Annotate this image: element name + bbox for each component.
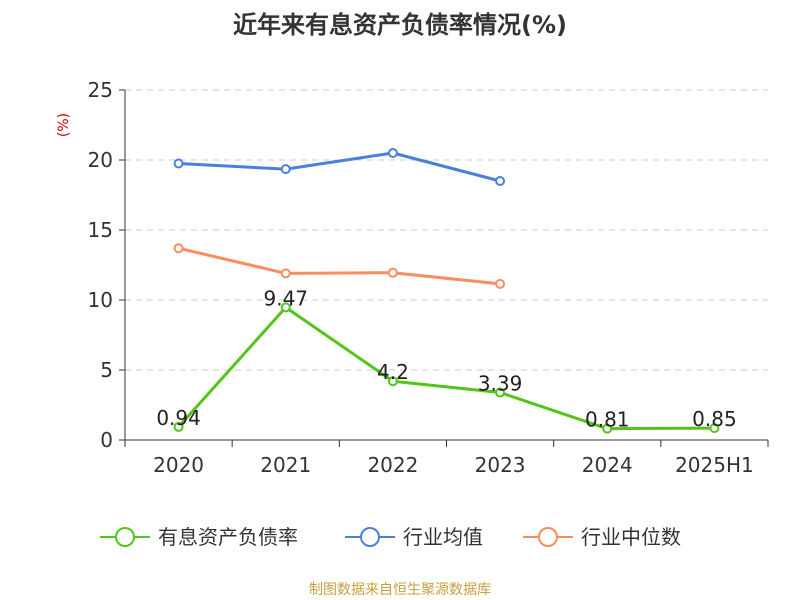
legend-item[interactable]: 有息资产负债率 — [100, 525, 298, 549]
data-point[interactable] — [280, 302, 291, 313]
data-point[interactable] — [173, 421, 184, 432]
data-label: 0.81 — [585, 408, 630, 432]
data-point[interactable] — [387, 267, 398, 278]
y-ticks: 0 5 10 15 20 25 — [88, 78, 113, 452]
legend-label: 行业中位数 — [581, 525, 681, 549]
legend-item[interactable]: 行业中位数 — [523, 525, 681, 549]
data-label: 0.85 — [692, 407, 737, 431]
legend-marker — [360, 527, 380, 547]
data-point[interactable] — [495, 387, 506, 398]
x-tick-label: 2020 — [153, 453, 204, 477]
y-tick-label: 25 — [88, 78, 113, 102]
series-group — [173, 148, 720, 434]
series-line — [178, 246, 501, 286]
legend-label: 有息资产负债率 — [158, 525, 298, 549]
data-point[interactable] — [280, 164, 291, 175]
data-point[interactable] — [602, 423, 613, 434]
series-line — [177, 305, 715, 431]
data-point[interactable] — [173, 243, 184, 254]
legend-label: 行业均值 — [403, 525, 483, 549]
data-label: 4.2 — [377, 360, 409, 384]
x-tick-label: 2024 — [582, 453, 633, 477]
data-point[interactable] — [495, 278, 506, 289]
source-note: 制图数据来自恒生聚源数据库 — [309, 582, 491, 598]
data-point[interactable] — [280, 268, 291, 279]
y-tick-label: 5 — [100, 358, 113, 382]
y-axis-label: (%) — [56, 113, 72, 137]
y-tick-label: 20 — [88, 148, 113, 172]
x-tick-label: 2025H1 — [675, 453, 754, 477]
data-point[interactable] — [495, 176, 506, 186]
data-label: 3.39 — [478, 372, 523, 396]
x-tick-label: 2023 — [475, 453, 526, 477]
data-point[interactable] — [173, 158, 184, 169]
data-label: 9.47 — [263, 286, 308, 310]
data-point[interactable] — [387, 148, 398, 158]
data-labels: 0.94 9.47 4.2 3.39 0.81 0.85 — [156, 286, 736, 431]
x-tick-label: 2022 — [367, 453, 418, 477]
series-line — [178, 151, 501, 183]
y-tick-label: 0 — [100, 428, 113, 452]
y-tick-label: 10 — [88, 288, 113, 312]
x-tick-label: 2021 — [260, 453, 311, 477]
legend-marker — [115, 527, 135, 547]
gridlines — [125, 89, 768, 371]
data-point[interactable] — [709, 423, 720, 434]
axes — [119, 89, 769, 447]
x-ticks: 2020 2021 2022 2023 2024 2025H1 — [153, 453, 754, 477]
legend[interactable]: 有息资产负债率 行业均值 行业中位数 — [100, 525, 681, 549]
y-tick-label: 15 — [88, 218, 113, 242]
legend-marker — [538, 527, 558, 547]
legend-item[interactable]: 行业均值 — [345, 525, 483, 549]
chart-title: 近年来有息资产负债率情况(%) — [233, 11, 567, 39]
data-label: 0.94 — [156, 406, 201, 430]
data-point[interactable] — [387, 376, 398, 387]
